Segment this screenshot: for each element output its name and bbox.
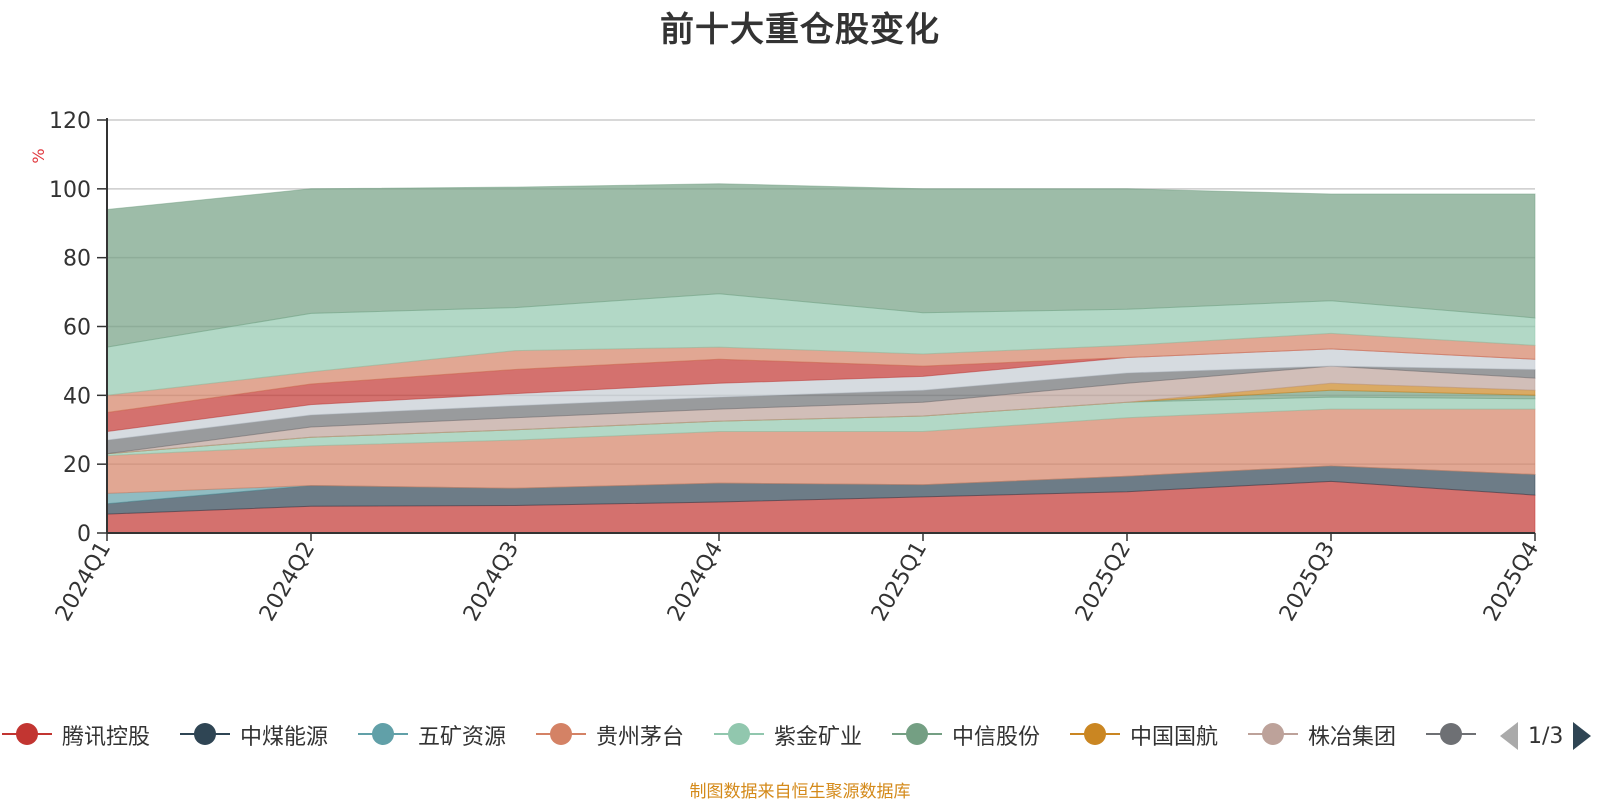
legend-label: 五矿资源: [418, 725, 507, 750]
legend-marker-circle-icon: [1440, 723, 1462, 745]
legend-marker-circle-icon: [728, 723, 750, 745]
area-series-第十四重仓[interactable]: [106, 183, 1536, 348]
legend-item[interactable]: 腾讯控股: [2, 714, 178, 754]
x-tick-label: 2024Q2: [255, 538, 320, 626]
legend-marker-circle-icon: [194, 723, 216, 745]
y-tick-label: 60: [63, 316, 91, 341]
legend-item[interactable]: 中信股份: [892, 714, 1068, 754]
legend-label: 株冶集团: [1308, 725, 1397, 750]
x-tick-label: 2024Q1: [51, 538, 116, 626]
x-tick-label: 2025Q1: [867, 538, 932, 626]
legend-item[interactable]: 紫金矿业: [714, 714, 890, 754]
legend-marker-circle-icon: [550, 723, 572, 745]
legend-marker-circle-icon: [16, 723, 38, 745]
legend-page-indicator: 1/3: [1528, 723, 1564, 749]
legend-prev-page-button[interactable]: [1500, 722, 1518, 750]
legend-marker-circle-icon: [372, 723, 394, 745]
legend-label: 中国国航: [1130, 725, 1219, 750]
data-source-note: 制图数据来自恒生聚源数据库: [689, 782, 911, 802]
y-tick-label: 120: [49, 109, 91, 134]
legend-label: 贵州茅台: [596, 725, 685, 750]
y-tick-label: 40: [63, 384, 91, 409]
legend: 腾讯控股 中煤能源 五矿资源 贵州茅台 紫金矿业 中信股份 中国国航 株冶集团 第九重仓: [0, 714, 1480, 754]
legend-marker-circle-icon: [906, 723, 928, 745]
y-tick-label: 100: [49, 178, 91, 203]
x-tick-label: 2024Q3: [459, 538, 524, 626]
legend-marker-circle-icon: [1262, 723, 1284, 745]
x-tick-label: 2025Q3: [1275, 538, 1340, 626]
legend-pager: 1/3: [1500, 718, 1592, 754]
y-tick-label: 0: [77, 522, 91, 547]
x-tick-label: 2024Q4: [663, 538, 728, 626]
x-tick-label: 2025Q4: [1479, 538, 1544, 626]
legend-item[interactable]: 五矿资源: [358, 714, 534, 754]
chart-title: 前十大重仓股变化: [660, 10, 940, 50]
legend-label: 腾讯控股: [62, 725, 151, 750]
y-tick-label: 80: [63, 247, 91, 272]
x-tick-label: 2025Q2: [1071, 538, 1136, 626]
legend-label: 中信股份: [952, 725, 1041, 750]
legend-next-page-button[interactable]: [1573, 722, 1592, 750]
legend-label: 紫金矿业: [774, 725, 863, 750]
legend-item[interactable]: 贵州茅台: [536, 714, 712, 754]
legend-item[interactable]: 中煤能源: [180, 714, 356, 754]
legend-marker-circle-icon: [1084, 723, 1106, 745]
legend-item[interactable]: 中国国航: [1070, 714, 1246, 754]
legend-label: 中煤能源: [240, 725, 329, 750]
y-axis-unit-label: %: [29, 148, 48, 163]
y-tick-label: 20: [63, 453, 91, 478]
legend-item[interactable]: 第九重仓: [1426, 714, 1480, 754]
legend-item[interactable]: 株冶集团: [1248, 714, 1424, 754]
